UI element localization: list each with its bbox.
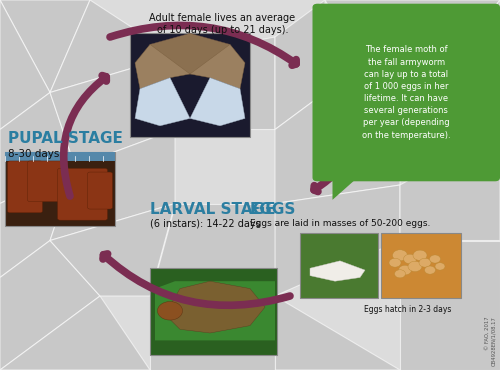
Polygon shape [332,178,357,200]
Circle shape [413,250,427,260]
Polygon shape [275,92,400,204]
Polygon shape [400,0,500,130]
FancyBboxPatch shape [5,152,115,161]
Circle shape [408,261,422,272]
Circle shape [389,258,401,267]
Polygon shape [0,0,50,130]
Polygon shape [275,0,325,130]
Text: Eggs are laid in masses of 50-200 eggs.: Eggs are laid in masses of 50-200 eggs. [250,219,430,228]
FancyBboxPatch shape [312,4,500,181]
Polygon shape [0,296,150,370]
Text: (6 instars): 14-22 days: (6 instars): 14-22 days [150,219,261,229]
Polygon shape [50,130,175,240]
Polygon shape [0,92,75,204]
Polygon shape [135,78,190,126]
Text: EGGS: EGGS [250,202,296,216]
FancyBboxPatch shape [130,33,250,137]
Polygon shape [50,0,175,92]
Text: The female moth of
the fall armyworm
can lay up to a total
of 1 000 eggs in her
: The female moth of the fall armyworm can… [362,46,450,139]
Circle shape [404,254,416,264]
Polygon shape [50,56,175,166]
FancyBboxPatch shape [381,233,461,298]
Polygon shape [155,281,275,340]
FancyBboxPatch shape [58,168,108,220]
FancyBboxPatch shape [300,233,378,298]
Text: © FAO, 2017
CB4928EN/1/08.17: © FAO, 2017 CB4928EN/1/08.17 [485,316,496,366]
Text: LARVAL STAGE: LARVAL STAGE [150,202,276,216]
Polygon shape [400,130,500,240]
Polygon shape [0,0,90,92]
Polygon shape [50,204,175,296]
Polygon shape [135,44,190,89]
FancyBboxPatch shape [150,268,278,355]
Text: Eggs hatch in 2-3 days: Eggs hatch in 2-3 days [364,305,451,314]
Circle shape [424,266,436,274]
Polygon shape [275,296,400,370]
Text: Adult female lives an average
of 10 days (up to 21 days).: Adult female lives an average of 10 days… [150,13,296,34]
Text: PUPAL STAGE: PUPAL STAGE [8,131,122,146]
Circle shape [398,265,411,275]
Polygon shape [0,166,75,278]
FancyBboxPatch shape [28,161,68,202]
Polygon shape [0,240,100,370]
Polygon shape [165,281,265,333]
Text: 8-30 days: 8-30 days [8,148,59,159]
FancyBboxPatch shape [5,152,115,226]
Circle shape [394,270,406,278]
Polygon shape [150,296,275,370]
Circle shape [392,250,407,261]
Polygon shape [150,204,275,296]
FancyBboxPatch shape [8,161,42,213]
Circle shape [435,263,445,270]
Polygon shape [175,37,275,130]
FancyBboxPatch shape [88,172,112,209]
Polygon shape [190,44,245,89]
Polygon shape [325,0,500,130]
Polygon shape [400,240,500,370]
Circle shape [419,258,431,267]
Polygon shape [150,33,230,74]
Polygon shape [310,261,365,281]
Polygon shape [190,78,245,126]
Polygon shape [275,185,400,296]
Circle shape [430,255,440,263]
Circle shape [158,302,182,320]
